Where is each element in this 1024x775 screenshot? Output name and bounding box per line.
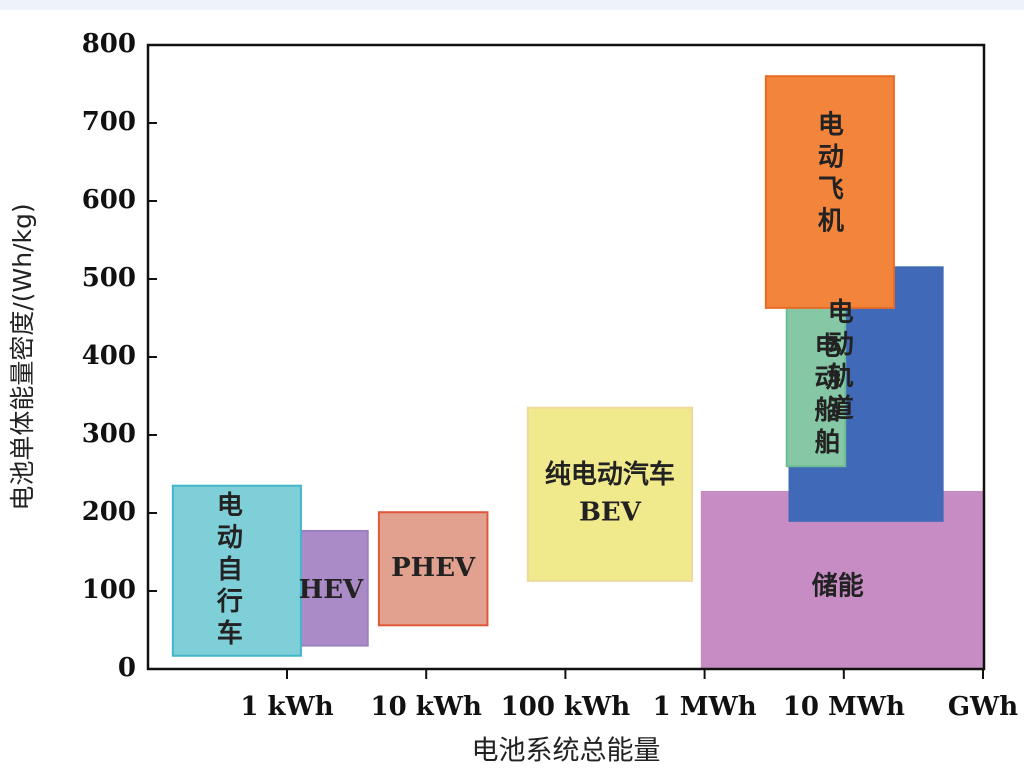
top-strip — [0, 0, 1024, 10]
region-label-6-2: 轨 — [828, 362, 854, 392]
region-label-2-0: 电 — [217, 491, 243, 521]
region-2 — [171, 484, 302, 657]
x-tick-label: 10 kWh — [371, 692, 482, 722]
region-label-0-0: 储能 — [812, 570, 864, 601]
region-label-7-1: 动 — [818, 143, 844, 173]
x-tick-label: GWh — [948, 692, 1018, 722]
region-label-2-4: 车 — [217, 618, 243, 649]
region-3 — [377, 511, 489, 627]
x-tick-label: 1 MWh — [653, 692, 757, 722]
region-label-1-0: HEV — [299, 575, 364, 605]
x-axis-label: 电池系统总能量 — [472, 736, 661, 767]
y-tick-label: 200 — [82, 497, 136, 527]
region-label-4-0: 纯电动汽车 — [545, 459, 675, 490]
region-label-7-2: 飞 — [818, 175, 844, 205]
region-label-6-1: 动 — [828, 330, 854, 360]
x-tick-label: 1 kWh — [240, 692, 333, 722]
region-label-6-3: 道 — [828, 393, 854, 424]
region-label-6-0: 电 — [828, 298, 854, 328]
region-label-5-3: 舶 — [815, 428, 841, 458]
y-tick-label: 100 — [82, 575, 136, 605]
region-label-2-3: 行 — [216, 586, 243, 617]
region-1 — [299, 529, 369, 647]
y-tick-label: 600 — [82, 185, 136, 215]
region-label-7-0: 电 — [818, 111, 844, 141]
region-label-5-0: 电 — [815, 332, 841, 362]
region-label-2-1: 动 — [217, 523, 243, 553]
x-tick-label: 10 MWh — [783, 692, 905, 722]
y-tick-label: 800 — [82, 29, 136, 59]
region-label-5-1: 动 — [815, 364, 841, 394]
region-4 — [526, 406, 694, 582]
x-tick-label: 100 kWh — [501, 692, 631, 722]
region-label-4-1: BEV — [579, 497, 642, 527]
y-axis-label: 电池单体能量密度/(Wh/kg) — [8, 203, 37, 510]
y-tick-label: 500 — [82, 263, 136, 293]
y-tick-label: 700 — [82, 107, 136, 137]
y-tick-label: 0 — [118, 653, 136, 683]
y-tick-label: 300 — [82, 419, 136, 449]
y-tick-label: 400 — [82, 341, 136, 371]
region-label-2-2: 自 — [217, 554, 243, 585]
region-label-5-2: 船 — [815, 395, 841, 426]
region-7 — [764, 75, 895, 309]
region-label-7-3: 机 — [818, 207, 844, 237]
region-label-3-0: PHEV — [391, 553, 476, 583]
